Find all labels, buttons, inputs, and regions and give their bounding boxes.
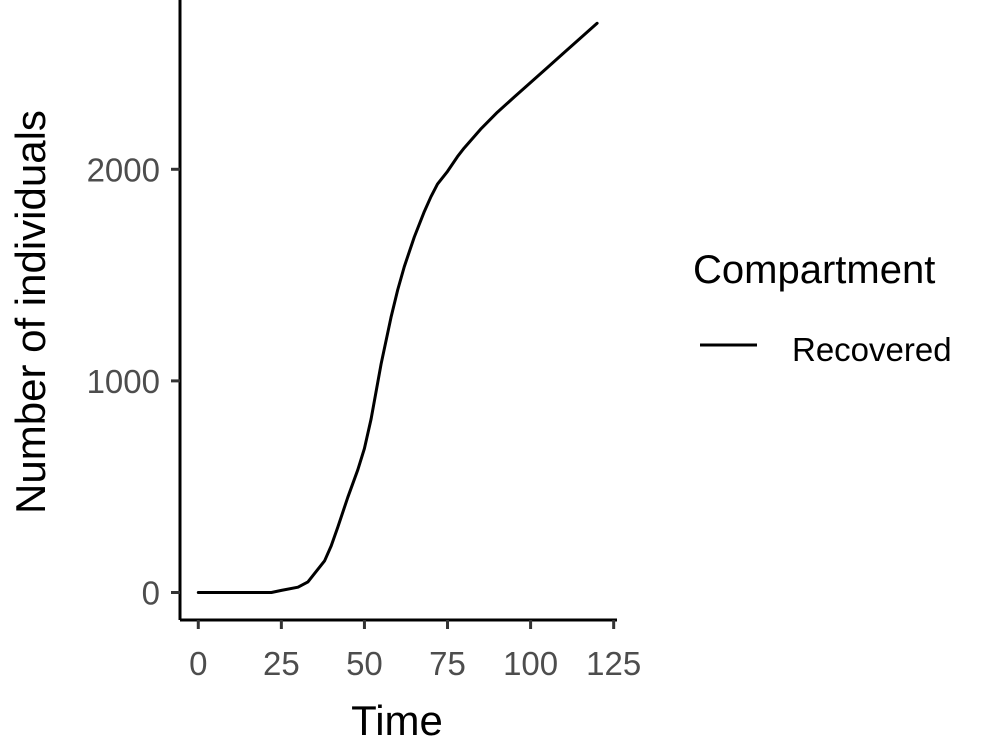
series-line-recovered xyxy=(196,21,599,594)
x-tick-label: 50 xyxy=(346,645,383,682)
y-axis: 0 1000 2000 xyxy=(87,0,182,620)
x-tick-label: 100 xyxy=(503,645,558,682)
plot-area xyxy=(196,21,599,594)
x-tick-label: 0 xyxy=(189,645,207,682)
x-tick-label: 125 xyxy=(586,645,641,682)
y-tick-label: 0 xyxy=(142,574,160,611)
x-tick-label: 25 xyxy=(263,645,300,682)
y-tick-label: 1000 xyxy=(87,363,160,400)
x-tick-label: 75 xyxy=(429,645,466,682)
y-axis-title: Number of individuals xyxy=(7,110,54,514)
x-axis-title: Time xyxy=(351,697,443,742)
legend-label-recovered: Recovered xyxy=(792,331,952,368)
legend: Compartment Recovered xyxy=(693,248,952,368)
x-axis: 0 25 50 75 100 125 xyxy=(180,618,641,682)
y-tick-label: 2000 xyxy=(87,151,160,188)
legend-title: Compartment xyxy=(693,248,935,292)
